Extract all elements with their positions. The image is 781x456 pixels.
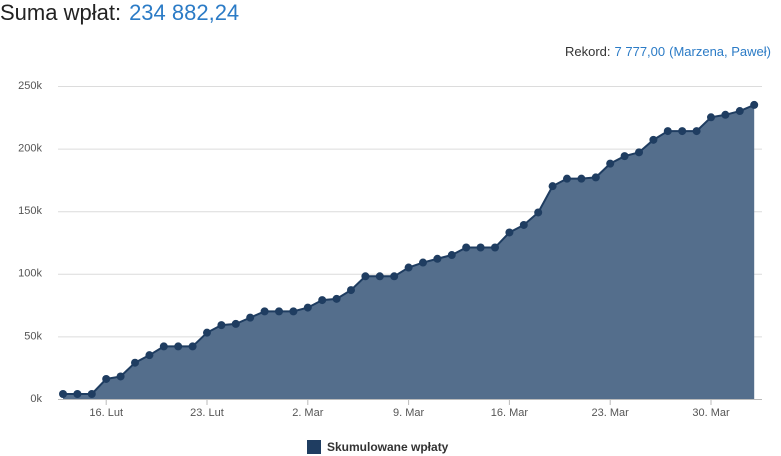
point bbox=[620, 152, 629, 161]
point bbox=[174, 342, 183, 351]
point bbox=[404, 263, 413, 272]
point bbox=[519, 220, 528, 229]
point bbox=[548, 182, 557, 191]
point bbox=[73, 389, 82, 398]
x-tick-label: 16. Lut bbox=[89, 407, 123, 419]
point bbox=[303, 303, 312, 312]
point bbox=[649, 135, 658, 144]
point bbox=[563, 174, 571, 183]
point bbox=[159, 342, 168, 351]
y-tick-label: 50k bbox=[24, 330, 42, 342]
point bbox=[116, 372, 125, 381]
point bbox=[721, 110, 730, 119]
x-tick-label: 9. Mar bbox=[393, 407, 425, 419]
point bbox=[476, 243, 485, 252]
y-tick-label: 100k bbox=[18, 268, 42, 280]
y-tick-label: 150k bbox=[18, 205, 42, 217]
x-tick-label: 2. Mar bbox=[292, 407, 324, 419]
point bbox=[462, 243, 471, 252]
point bbox=[131, 358, 139, 367]
x-tick-label: 23. Lut bbox=[190, 407, 224, 419]
point bbox=[678, 127, 687, 136]
point bbox=[419, 258, 427, 267]
y-tick-label: 250k bbox=[18, 80, 42, 92]
point bbox=[447, 251, 456, 260]
point bbox=[375, 272, 384, 281]
point bbox=[606, 159, 615, 168]
point bbox=[591, 173, 600, 182]
point bbox=[318, 296, 327, 305]
point bbox=[361, 272, 370, 281]
point bbox=[577, 174, 586, 183]
point bbox=[390, 272, 399, 281]
point bbox=[289, 307, 298, 316]
chart-title: Suma wpłat: 234 882,24 bbox=[0, 0, 239, 25]
point bbox=[347, 286, 355, 295]
legend-label: Skumulowane wpłaty bbox=[327, 440, 449, 454]
record-value: 7 777,00 bbox=[615, 44, 666, 59]
point bbox=[260, 307, 269, 316]
point bbox=[246, 313, 255, 322]
point bbox=[735, 107, 744, 116]
legend-swatch bbox=[307, 440, 321, 454]
point bbox=[87, 389, 96, 398]
point bbox=[750, 100, 759, 109]
point bbox=[275, 307, 283, 316]
point bbox=[433, 254, 442, 263]
point bbox=[505, 228, 514, 237]
point bbox=[692, 127, 701, 136]
x-tick-label: 16. Mar bbox=[491, 407, 529, 419]
record-label: Rekord: bbox=[565, 44, 611, 59]
point bbox=[59, 389, 67, 398]
point bbox=[635, 148, 643, 157]
point bbox=[332, 294, 341, 303]
x-tick-label: 30. Mar bbox=[692, 407, 730, 419]
total-value: 234 882,24 bbox=[129, 0, 239, 25]
x-tick-label: 23. Mar bbox=[592, 407, 630, 419]
point bbox=[534, 208, 543, 217]
point bbox=[217, 321, 226, 330]
point bbox=[231, 319, 240, 328]
point bbox=[707, 113, 715, 122]
record: Rekord: 7 777,00 (Marzena, Paweł) bbox=[565, 44, 771, 59]
point bbox=[145, 351, 154, 360]
point bbox=[203, 328, 211, 337]
point bbox=[491, 243, 499, 252]
y-tick-label: 0k bbox=[30, 393, 42, 405]
y-tick-label: 200k bbox=[18, 143, 42, 155]
point bbox=[102, 374, 111, 383]
point bbox=[663, 127, 672, 136]
title-label: Suma wpłat: bbox=[0, 0, 121, 25]
record-holders: (Marzena, Paweł) bbox=[669, 44, 771, 59]
point bbox=[188, 342, 197, 351]
